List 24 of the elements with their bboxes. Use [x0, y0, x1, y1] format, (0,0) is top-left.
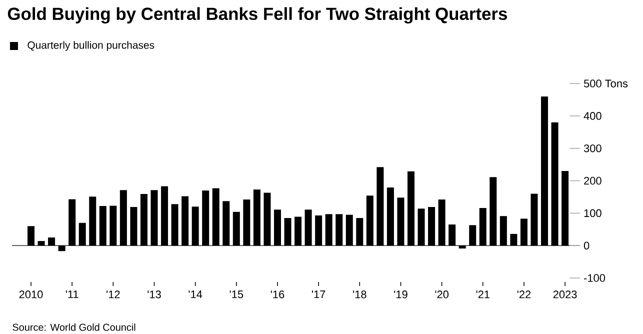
x-tick-label: 2010	[19, 290, 43, 298]
x-tick-label: '21	[476, 290, 490, 298]
x-tick-label: '17	[312, 290, 326, 298]
x-tick-label: '13	[148, 290, 161, 298]
legend-label: Quarterly bullion purchases	[28, 41, 154, 51]
source-note: Source: World Gold Council	[12, 323, 136, 331]
x-tick-label: '16	[270, 290, 284, 298]
y-tick-label: 400	[584, 112, 602, 120]
y-tick-label: 100	[584, 209, 602, 218]
x-tick-label: '15	[230, 290, 244, 298]
y-tick-label: -100	[584, 274, 606, 282]
x-tick-label: '11	[66, 290, 78, 298]
x-tick-label: '18	[353, 290, 366, 298]
y-tick-label: 0	[584, 242, 590, 250]
chart-title: Gold Buying by Central Banks Fell for Two Straight Quarters	[8, 7, 507, 24]
y-tick-label: 300	[584, 144, 602, 152]
x-tick-label: '12	[106, 290, 120, 298]
x-tick-label: '19	[394, 290, 408, 298]
y-tick-label: 200	[584, 176, 602, 185]
x-tick-label: '22	[517, 290, 531, 298]
x-tick-label: '20	[435, 290, 449, 298]
x-tick-label: '14	[188, 290, 202, 298]
y-tick-label: 500 Tons	[584, 80, 628, 88]
x-tick-label: 2023	[553, 290, 577, 298]
